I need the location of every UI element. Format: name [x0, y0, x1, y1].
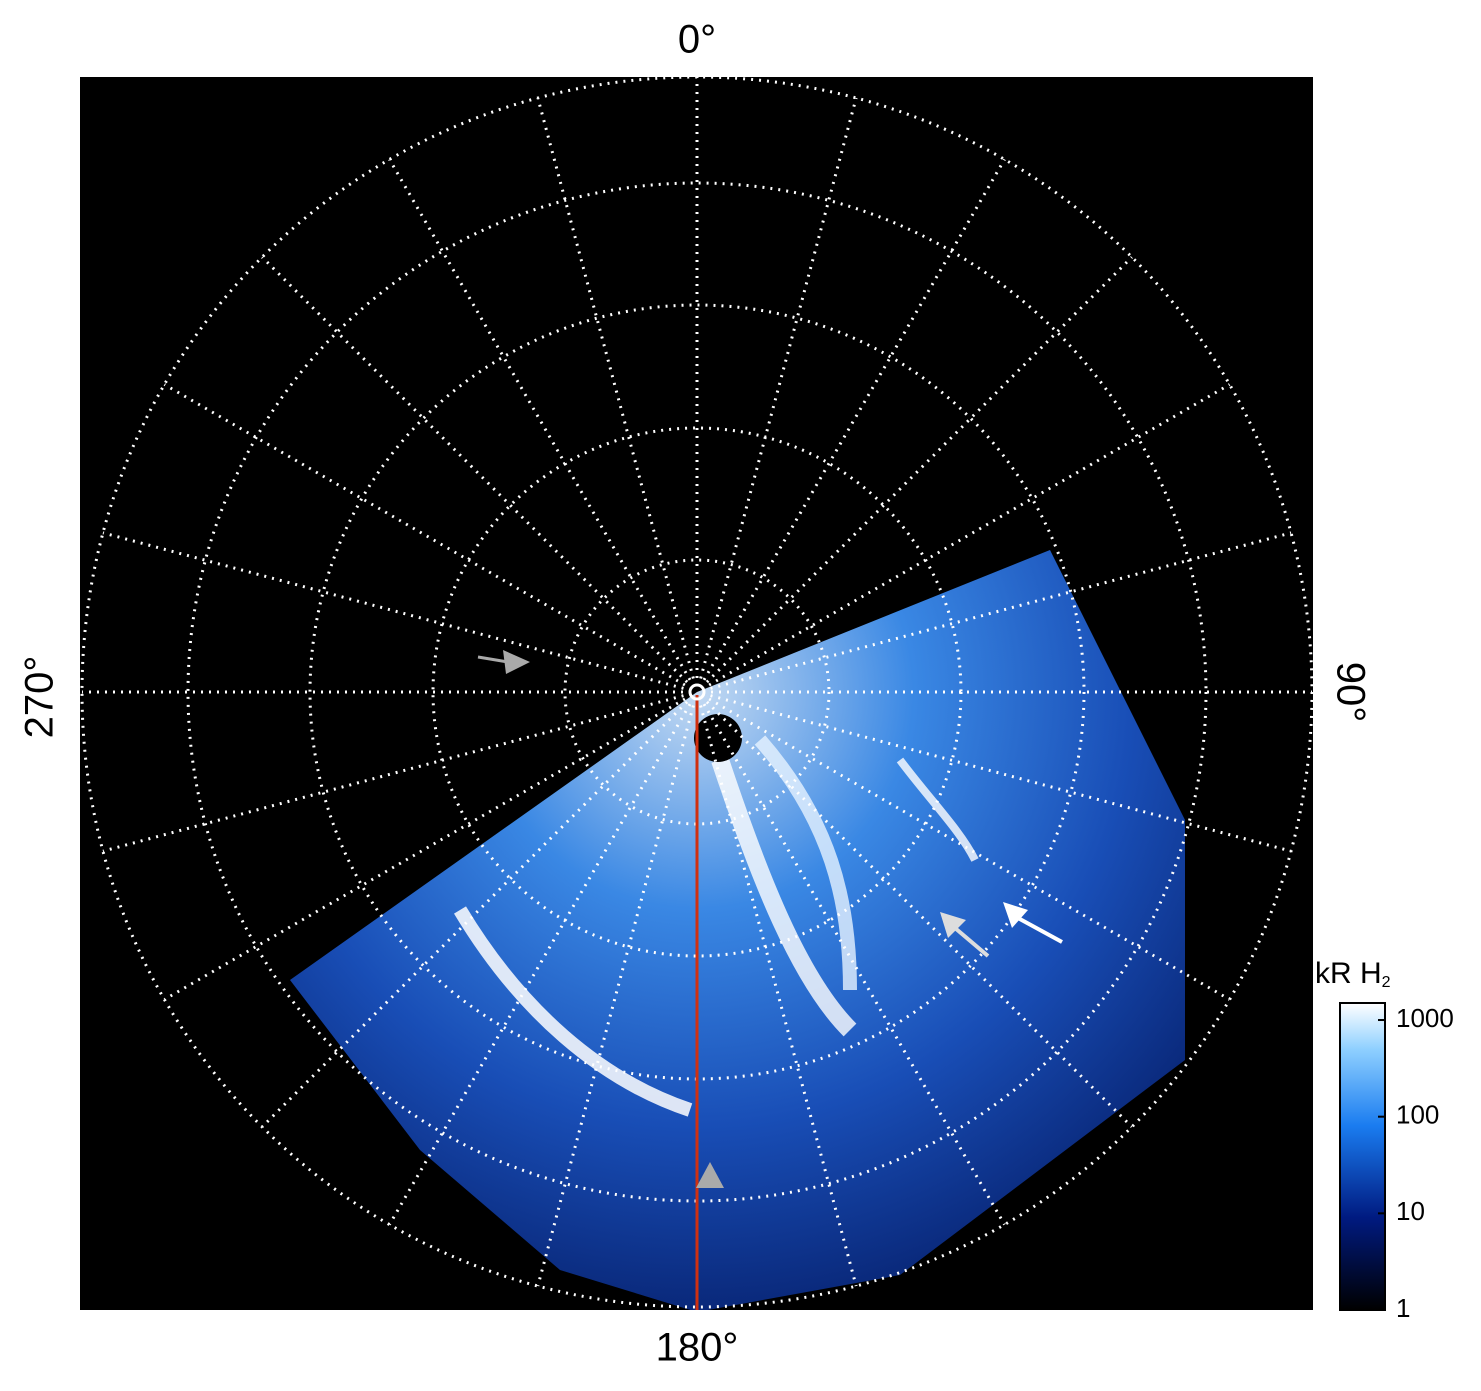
colorbar-label: kR H2: [1315, 957, 1391, 991]
label-left: 270°: [18, 656, 62, 739]
label-right: 90°: [1328, 662, 1372, 723]
label-bottom: 180°: [656, 1326, 739, 1370]
latitude-circle: [563, 558, 831, 826]
latitude-circle: [186, 181, 1208, 1203]
colorbar-tick-label: 100: [1396, 1100, 1439, 1130]
latitude-circle: [308, 303, 1086, 1081]
colorbar-tick-label: 1000: [1396, 1003, 1454, 1033]
label-top: 0°: [678, 18, 716, 62]
colorbar-label-sub: 2: [1382, 974, 1391, 991]
arrows: [477, 650, 1063, 1188]
colorbar-label-text: kR H: [1315, 957, 1382, 990]
polar-grid: [80, 75, 1314, 1309]
colorbar-ticks: 1 10 100 1000: [1378, 1003, 1454, 1323]
colorbar-tick-label: 10: [1396, 1196, 1425, 1226]
aurora-image: [290, 550, 1185, 1310]
colorbar-tick-label: 1: [1396, 1293, 1410, 1323]
colorbar: [1339, 1002, 1386, 1311]
pole-marker: [688, 683, 706, 701]
